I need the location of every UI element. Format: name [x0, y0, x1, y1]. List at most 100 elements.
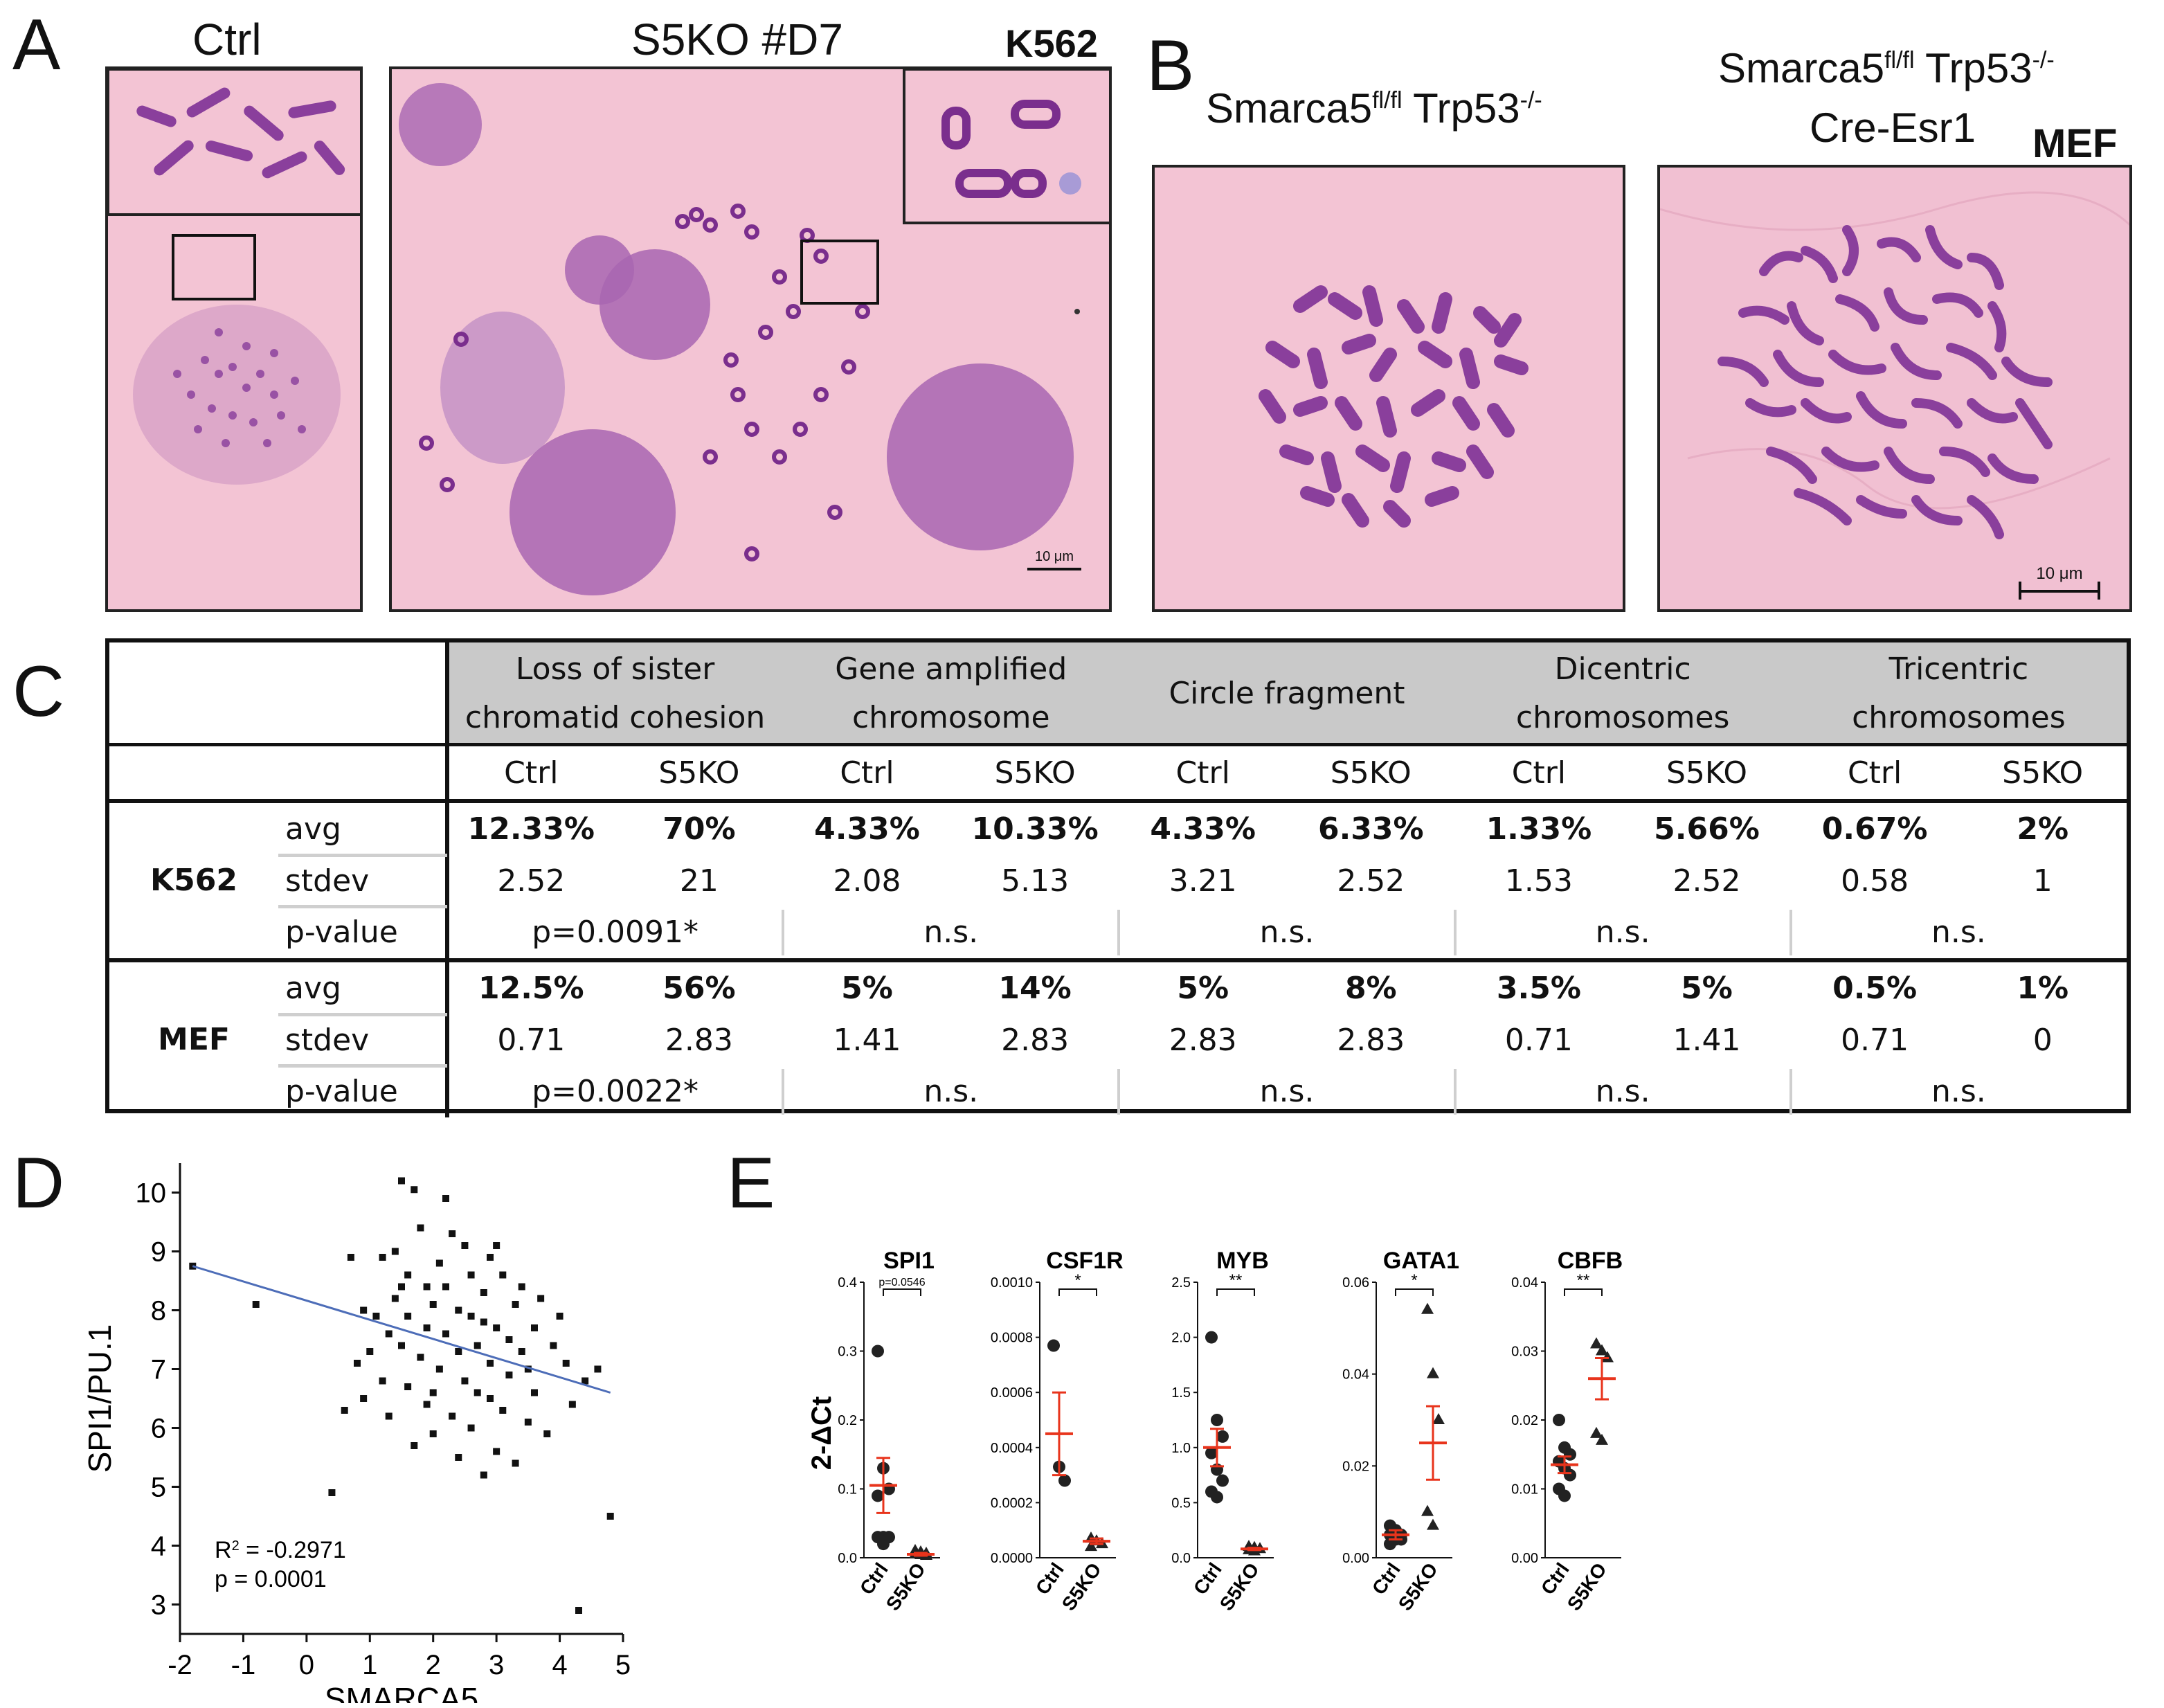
s5ko-point: [1421, 1302, 1434, 1314]
category-header-line: chromosomes: [1852, 700, 2066, 735]
category-header-line: chromatid cohesion: [465, 700, 766, 735]
stdev-value: 0.58: [1841, 863, 1909, 899]
stdev-value: 2.83: [665, 1023, 733, 1058]
avg-value: 4.33%: [1150, 811, 1256, 847]
plot-y-tick-label: 0.4: [838, 1275, 857, 1291]
p-value: n.s.: [1595, 1074, 1650, 1109]
qpcr-dot-plots: 2-ΔCt0.00.10.20.30.4SPI1p=0.0546CtrlS5KO…: [806, 1248, 1623, 1615]
stdev-value: 1: [2032, 863, 2053, 899]
data-point: [487, 1254, 494, 1261]
significance-label: p=0.0546: [878, 1277, 925, 1288]
data-point: [537, 1295, 545, 1302]
category-header: Gene amplified chromosome: [783, 642, 1119, 745]
x-category-label: Ctrl: [1189, 1559, 1226, 1599]
group-label: MEF: [158, 1022, 230, 1057]
stdev-value: 2.52: [1337, 863, 1405, 899]
data-point: [354, 1360, 361, 1367]
data-point: [385, 1412, 393, 1420]
data-point: [429, 1301, 437, 1308]
data-point: [391, 1295, 399, 1302]
data-point: [606, 1513, 614, 1520]
data-point: [429, 1389, 437, 1396]
data-point: [417, 1354, 424, 1361]
x-category-label: S5KO: [1394, 1559, 1442, 1615]
data-point: [455, 1348, 462, 1355]
ctrl-point: [1211, 1491, 1223, 1504]
data-point: [442, 1330, 449, 1338]
ctrl-point: [1058, 1474, 1071, 1487]
row-label: stdev: [285, 863, 370, 899]
data-point: [328, 1489, 336, 1496]
data-point: [550, 1342, 557, 1349]
row-label: p-value: [285, 1074, 398, 1109]
p-value: n.s.: [1931, 915, 1986, 950]
data-point: [455, 1306, 462, 1314]
data-point: [398, 1177, 405, 1185]
ctrl-point: [877, 1538, 890, 1551]
sub-header-s5ko: S5KO: [1666, 755, 1747, 791]
sub-header-ctrl: Ctrl: [840, 755, 894, 791]
y-axis-label: SPI1/PU.1: [83, 1324, 118, 1473]
y-tick-label: 6: [151, 1414, 166, 1444]
stdev-value: 0.71: [1841, 1023, 1909, 1058]
category-header-line: chromosome: [851, 700, 1050, 735]
table-header-bg: [447, 642, 2127, 745]
subheader-rule: [109, 799, 2127, 803]
x-category-label: S5KO: [1216, 1559, 1263, 1615]
plot-y-tick-label: 0.0008: [991, 1331, 1033, 1346]
plot-y-tick-label: 1.5: [1171, 1385, 1191, 1401]
s5ko-point: [1601, 1351, 1614, 1363]
sub-header-s5ko: S5KO: [1330, 755, 1412, 791]
data-point: [252, 1301, 260, 1308]
k562-label: K562: [1005, 21, 1098, 65]
data-point: [531, 1389, 538, 1396]
avg-value: 0.67%: [1821, 811, 1928, 847]
stdev-value: 5.13: [1001, 863, 1070, 899]
panel-label-a: A: [12, 5, 61, 85]
data-point: [562, 1360, 570, 1367]
p-divider: [1117, 1069, 1121, 1115]
header-rule: [109, 743, 2127, 746]
x-tick-label: -2: [168, 1650, 192, 1680]
avg-value: 5.66%: [1654, 811, 1760, 847]
ctrl-point: [1384, 1538, 1396, 1551]
stdev-value: 21: [679, 863, 719, 899]
data-point: [404, 1271, 412, 1279]
b-left-gene2: Trp53: [1402, 85, 1520, 132]
data-point: [461, 1377, 469, 1385]
x-tick-label: 0: [299, 1650, 314, 1680]
x-tick-label: 5: [615, 1650, 631, 1680]
avg-value: 1.33%: [1486, 811, 1592, 847]
category-header-line: Dicentric: [1554, 651, 1691, 687]
data-point: [505, 1372, 513, 1378]
y-tick-label: 9: [151, 1237, 166, 1268]
avg-value: 5%: [1681, 971, 1733, 1006]
data-point: [391, 1248, 399, 1255]
plot-y-tick-label: 0.5: [1171, 1495, 1191, 1511]
data-point: [435, 1365, 443, 1373]
avg-value: 70%: [662, 811, 736, 847]
y-tick-label: 4: [151, 1531, 166, 1562]
category-header-line: Circle fragment: [1169, 676, 1405, 711]
p-value-annotation: p = 0.0001: [215, 1566, 327, 1592]
plot-y-tick-label: 0.1: [838, 1482, 857, 1498]
scale-bar-a-label: 10 μm: [1035, 549, 1074, 564]
ctrl-point: [1211, 1414, 1223, 1426]
s5ko-point: [1427, 1518, 1439, 1530]
data-point: [518, 1348, 525, 1355]
scale-bar-b: [2019, 590, 2100, 593]
p-divider: [1789, 1069, 1792, 1115]
avg-value: 12.33%: [467, 811, 595, 847]
data-point: [487, 1360, 494, 1367]
b-left-gene: Smarca5: [1206, 85, 1373, 132]
stdev-value: 1.41: [833, 1023, 901, 1058]
ctrl-point: [1216, 1474, 1229, 1487]
p-divider: [1453, 1069, 1457, 1115]
data-point: [493, 1242, 501, 1249]
p-value: n.s.: [1595, 915, 1650, 950]
panel-label-e: E: [727, 1143, 775, 1223]
plot-title: CSF1R: [1046, 1248, 1123, 1274]
plot-y-tick-label: 0.02: [1511, 1413, 1538, 1428]
row-label: avg: [285, 971, 341, 1006]
x-tick-label: -1: [231, 1650, 256, 1680]
